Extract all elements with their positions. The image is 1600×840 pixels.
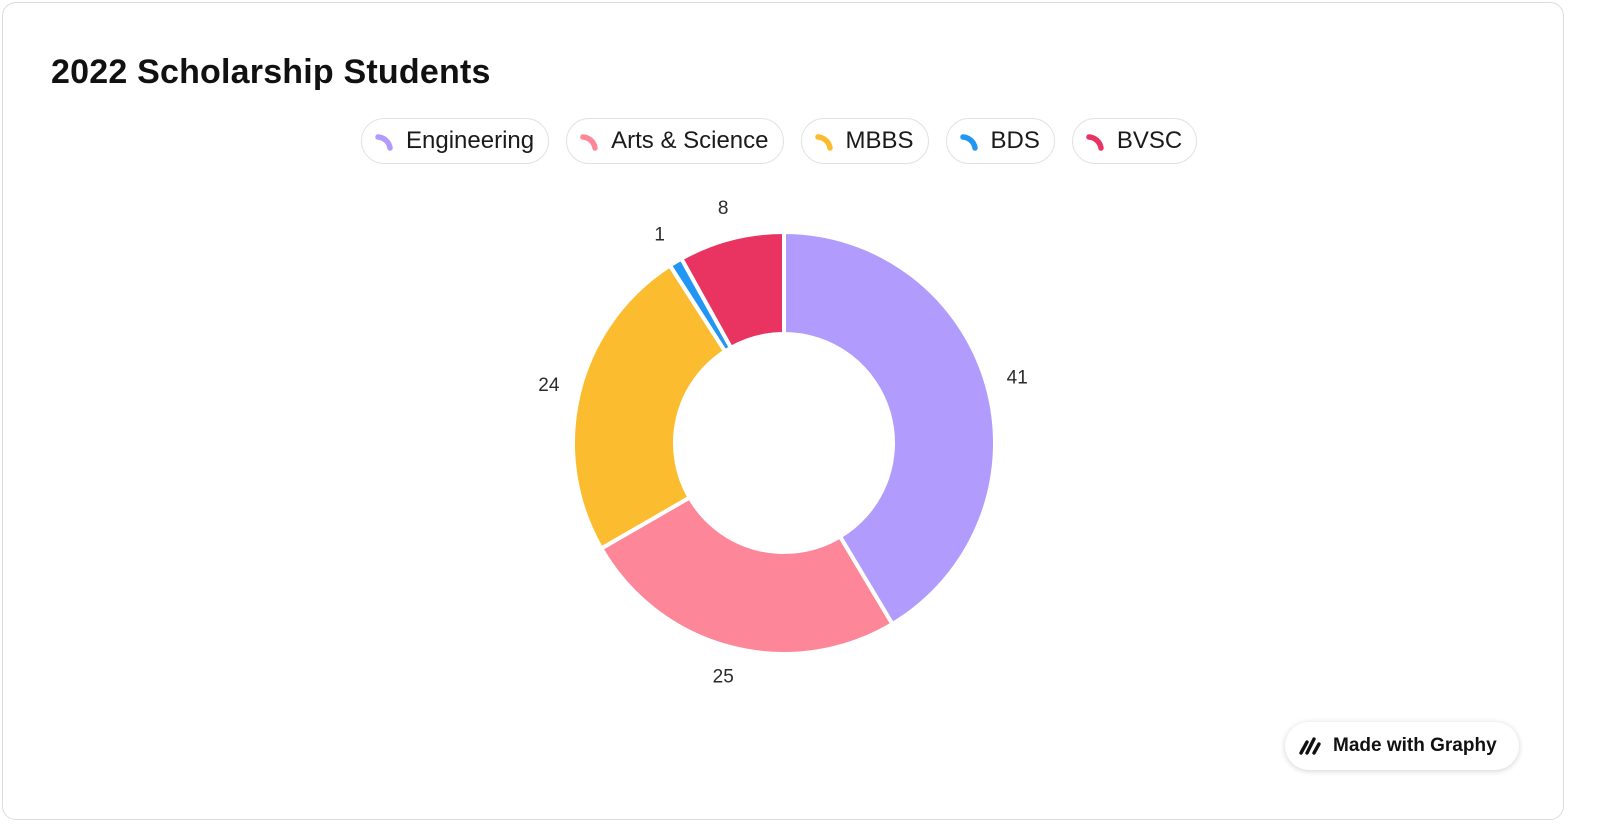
graphy-logo-icon xyxy=(1299,737,1321,755)
legend-swatch-icon xyxy=(814,134,833,151)
legend-label: MBBS xyxy=(845,127,914,154)
legend-swatch-icon xyxy=(959,134,978,151)
legend-label: BDS xyxy=(990,127,1040,154)
chart-title: 2022 Scholarship Students xyxy=(51,53,491,91)
legend-label: BVSC xyxy=(1116,127,1183,154)
legend-label: Engineering xyxy=(406,127,535,154)
legend-item-bvsc[interactable]: BVSC xyxy=(1071,118,1198,164)
chart-card: 2022 Scholarship Students Engineering Art… xyxy=(2,2,1564,820)
legend-item-arts-science[interactable]: Arts & Science xyxy=(566,118,784,164)
data-label-arts-science: 25 xyxy=(713,666,734,687)
data-label-mbbs: 24 xyxy=(538,375,560,396)
data-label-bds: 1 xyxy=(654,224,665,245)
slice-mbbs[interactable] xyxy=(571,263,728,551)
made-with-graphy-badge[interactable]: Made with Graphy xyxy=(1285,722,1519,770)
slice-arts-science[interactable] xyxy=(599,495,895,656)
legend-item-mbbs[interactable]: MBBS xyxy=(800,118,929,164)
legend-label: Arts & Science xyxy=(611,127,769,154)
data-label-engineering: 41 xyxy=(1007,368,1028,389)
legend-item-bds[interactable]: BDS xyxy=(945,118,1055,164)
legend-swatch-icon xyxy=(1086,134,1104,151)
slice-bvsc[interactable] xyxy=(679,230,786,350)
slice-engineering[interactable] xyxy=(782,230,997,627)
badge-label: Made with Graphy xyxy=(1333,735,1497,756)
legend-swatch-icon xyxy=(375,134,393,151)
legend-item-engineering[interactable]: Engineering xyxy=(361,118,550,164)
legend-swatch-icon xyxy=(580,134,598,151)
data-label-bvsc: 8 xyxy=(718,198,729,219)
legend: Engineering Arts & Science MBBS BDS BVSC xyxy=(361,118,1198,164)
